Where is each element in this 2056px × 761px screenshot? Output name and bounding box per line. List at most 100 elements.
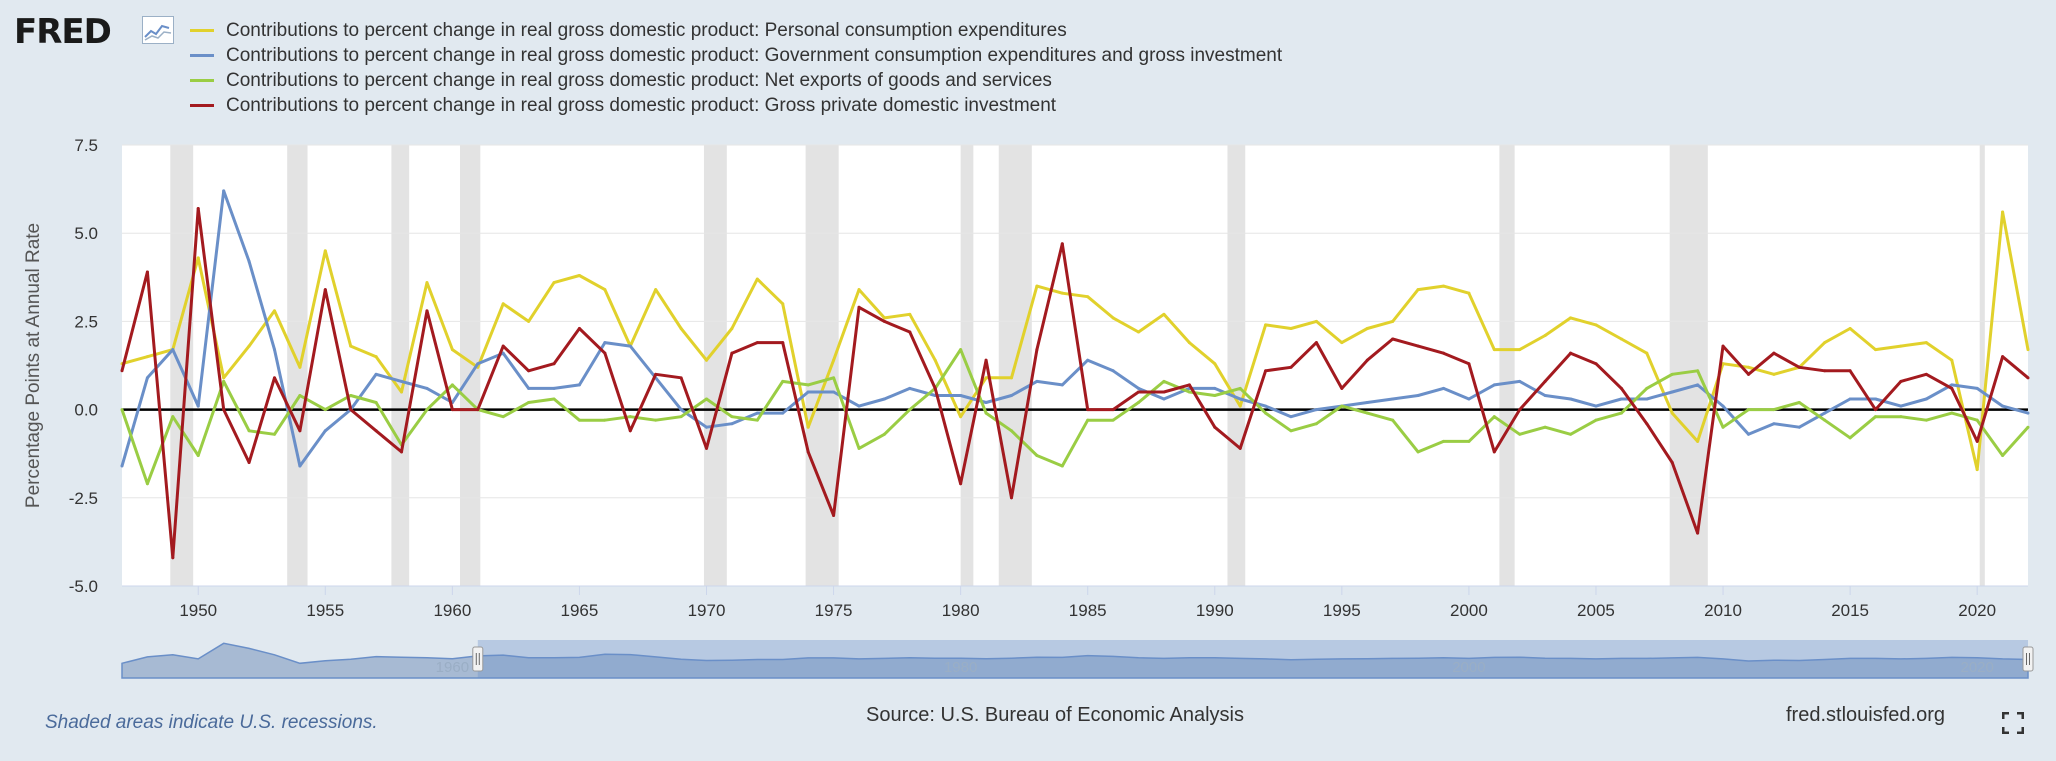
data-point (1314, 408, 1318, 412)
data-point (882, 316, 886, 320)
data-point (1772, 372, 1776, 376)
navigator-label: 2020 (1960, 659, 1993, 676)
data-point (1238, 404, 1242, 408)
data-point (908, 386, 912, 390)
data-point (476, 362, 480, 366)
data-point (1696, 369, 1700, 373)
navigator-series (121, 642, 2029, 679)
legend-label: Contributions to percent change in real … (226, 44, 1283, 66)
navigator-label: 1960 (436, 659, 469, 676)
data-point (959, 348, 963, 352)
data-point (1848, 436, 1852, 440)
navigator-handle[interactable] (2022, 646, 2034, 672)
data-point (1187, 390, 1191, 394)
data-point (552, 281, 556, 285)
legend-label: Contributions to percent change in real … (226, 69, 1052, 91)
data-point (1365, 358, 1369, 362)
x-tick-label: 1960 (433, 601, 471, 620)
data-point (1111, 418, 1115, 422)
data-point (1543, 393, 1547, 397)
recession-band (170, 145, 194, 586)
data-point (298, 464, 302, 468)
data-point (222, 408, 226, 412)
data-point (120, 369, 124, 373)
data-point (1111, 369, 1115, 373)
data-point (1365, 401, 1369, 405)
data-point (1111, 408, 1115, 412)
series-line (120, 207, 2029, 560)
data-point (552, 386, 556, 390)
data-point (755, 341, 759, 345)
legend-item-investment[interactable]: Contributions to percent change in real … (190, 93, 1282, 118)
data-point (501, 351, 505, 355)
data-point (1924, 418, 1928, 422)
data-point (755, 277, 759, 281)
x-tick-label: 1955 (306, 601, 344, 620)
line-chart[interactable]: 7.5 5.0 2.5 0.0 -2.5 -5.0 1950 1955 1960 1965 1970… (0, 0, 2056, 700)
x-tick-label: 1950 (179, 601, 217, 620)
data-point (1340, 341, 1344, 345)
data-point (247, 429, 251, 433)
data-point (1391, 319, 1395, 323)
data-point (1009, 393, 1013, 397)
data-point (1518, 408, 1522, 412)
data-point (730, 415, 734, 419)
data-point (2026, 425, 2030, 429)
data-point (1848, 369, 1852, 373)
data-point (196, 404, 200, 408)
data-point (603, 418, 607, 422)
data-point (1619, 386, 1623, 390)
legend-item-government[interactable]: Contributions to percent change in real … (190, 43, 1282, 68)
data-point (1975, 468, 1979, 472)
data-point (323, 429, 327, 433)
navigator-handle[interactable] (472, 646, 484, 672)
recession-band (1979, 145, 1985, 586)
data-point (272, 376, 276, 380)
data-point (1289, 415, 1293, 419)
legend-item-pce[interactable]: Contributions to percent change in real … (190, 18, 1282, 43)
x-tick-label: 1970 (688, 601, 726, 620)
recession-band (805, 145, 839, 586)
data-point (679, 376, 683, 380)
data-point (1950, 411, 1954, 415)
data-point (1645, 422, 1649, 426)
data-point (1416, 450, 1420, 454)
recession-band (391, 145, 410, 586)
fullscreen-icon[interactable] (2001, 711, 2025, 735)
data-point (1314, 422, 1318, 426)
data-point (1365, 411, 1369, 415)
data-point (1213, 425, 1217, 429)
data-point (730, 351, 734, 355)
data-point (1569, 316, 1573, 320)
data-point (2026, 376, 2030, 380)
data-point (1289, 365, 1293, 369)
data-point (222, 376, 226, 380)
legend-item-net-exports[interactable]: Contributions to percent change in real … (190, 68, 1282, 93)
data-point (1670, 372, 1674, 376)
data-point (527, 319, 531, 323)
data-point (1137, 330, 1141, 334)
data-point (654, 372, 658, 376)
data-point (654, 288, 658, 292)
data-point (1289, 326, 1293, 330)
data-point (1060, 464, 1064, 468)
data-point (1924, 341, 1928, 345)
data-point (679, 326, 683, 330)
site-link[interactable]: fred.stlouisfed.org (1786, 704, 1945, 726)
data-point (1009, 376, 1013, 380)
data-point (832, 513, 836, 517)
data-point (882, 397, 886, 401)
data-point (196, 453, 200, 457)
series-line (120, 348, 2030, 486)
series-net-exports (120, 348, 2030, 486)
fred-logo[interactable]: FRED (14, 12, 112, 52)
data-point (1899, 379, 1903, 383)
data-point (501, 415, 505, 419)
data-point (1416, 344, 1420, 348)
data-point (171, 556, 175, 560)
data-point (1518, 432, 1522, 436)
data-point (959, 393, 963, 397)
data-point (832, 358, 836, 362)
data-point (1035, 284, 1039, 288)
data-point (730, 326, 734, 330)
